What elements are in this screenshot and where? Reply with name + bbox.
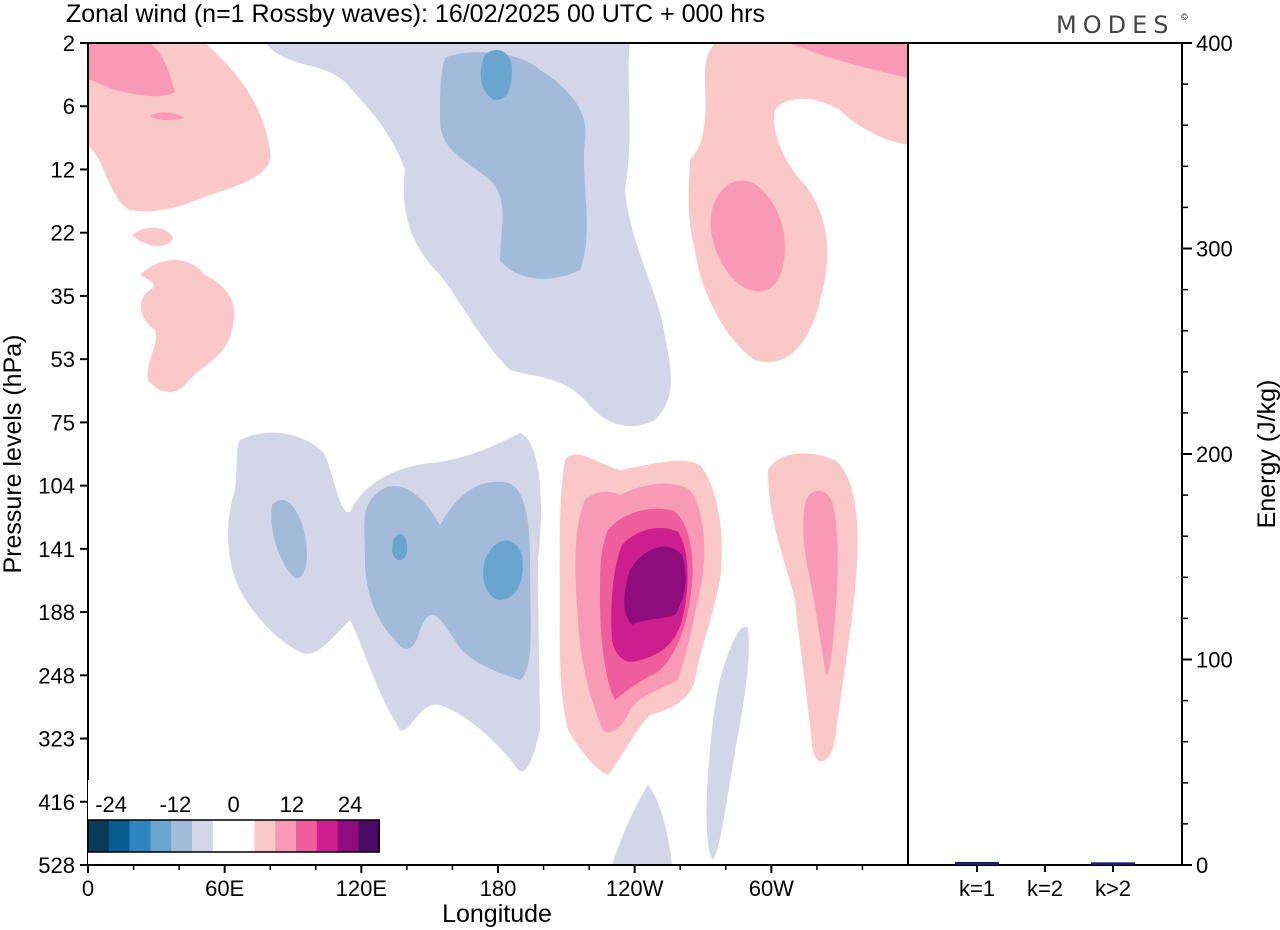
colorbar-swatch — [254, 820, 276, 852]
colorbar-label: -24 — [95, 792, 127, 817]
y-tick-label: 75 — [51, 410, 75, 435]
contour-pos-12-topright — [790, 43, 908, 78]
contour-pos-6-mid — [140, 260, 235, 392]
y-tick-label: 53 — [51, 347, 75, 372]
modes-logo: MODES — [1056, 11, 1174, 39]
contour-pos-12-upperright — [710, 180, 786, 292]
colorbar-swatch — [337, 820, 359, 852]
contour-neg-18-upper — [480, 50, 512, 100]
contour-pos-30-lowercenter — [624, 546, 686, 625]
contour-pos-6-small — [132, 227, 173, 246]
y-tick-label: 35 — [51, 284, 75, 309]
energy-tick-label: 400 — [1196, 31, 1233, 56]
logo-mark: © — [1181, 12, 1188, 22]
colorbar-swatch — [316, 820, 338, 852]
y-tick-label: 248 — [38, 663, 75, 688]
y-axis-ticks: 2 6 12 22 35 53 75 104 141 188 248 323 416 528 — [38, 31, 88, 878]
contour-neg-6-streak-a — [706, 626, 749, 860]
x-tick-label: 120W — [606, 876, 664, 901]
contour-neg-12-upper — [440, 52, 587, 279]
chart-title: Zonal wind (n=1 Rossby waves): 16/02/202… — [66, 0, 765, 28]
colorbar-swatch — [275, 820, 297, 852]
colorbar-swatch — [108, 820, 130, 852]
colorbar-swatch — [150, 820, 172, 852]
energy-bars: k=1 k=2 k>2 — [955, 861, 1135, 901]
energy-bar-k=1 — [955, 861, 999, 865]
contour-neg-6-streak-b — [612, 785, 672, 865]
contour-neg-18-lower-a — [392, 533, 408, 561]
y-tick-label: 6 — [63, 94, 75, 119]
contour-pos-12-blob — [150, 112, 185, 121]
colorbar-swatch — [358, 820, 380, 852]
y-tick-label: 12 — [51, 157, 75, 182]
energy-tick-label: 200 — [1196, 442, 1233, 467]
colorbar-swatch — [192, 820, 214, 852]
colorbar-swatch — [88, 820, 110, 852]
colorbar-swatch — [129, 820, 151, 852]
energy-axis-label: Energy (J/kg) — [1253, 380, 1280, 529]
energy-category-label: k=2 — [1027, 876, 1063, 901]
colorbar-label: 24 — [338, 792, 362, 817]
colorbar-swatch — [233, 820, 255, 852]
colorbar: -24 -12 0 12 24 — [87, 780, 380, 864]
energy-tick-label: 300 — [1196, 237, 1233, 262]
energy-category-label: k>2 — [1095, 876, 1131, 901]
y-tick-label: 528 — [38, 853, 75, 878]
contour-field — [88, 43, 908, 865]
energy-tick-label: 0 — [1196, 853, 1208, 878]
contour-neg-12-lower-b — [364, 481, 531, 680]
energy-bar-k>2 — [1091, 862, 1135, 865]
x-axis-label: Longitude — [442, 900, 552, 928]
colorbar-swatch — [212, 820, 234, 852]
x-tick-label: 60E — [205, 876, 244, 901]
y-tick-label: 2 — [63, 31, 75, 56]
x-tick-label: 120E — [336, 876, 387, 901]
x-tick-label: 0 — [82, 876, 94, 901]
contour-pos-12-lowerright — [803, 490, 838, 676]
contour-neg-18-lower-b — [483, 540, 523, 600]
contour-neg-12-lower-a — [271, 499, 307, 579]
y-axis-label: Pressure levels (hPa) — [0, 335, 27, 574]
colorbar-frame — [87, 819, 380, 853]
colorbar-label: 12 — [280, 792, 304, 817]
y-tick-label: 22 — [51, 221, 75, 246]
y-tick-label: 141 — [38, 537, 75, 562]
x-tick-label: 180 — [480, 876, 517, 901]
y-tick-label: 416 — [38, 790, 75, 815]
energy-category-label: k=1 — [959, 876, 995, 901]
y-tick-label: 188 — [38, 600, 75, 625]
energy-axis-ticks: 0 100 200 300 400 — [1182, 31, 1233, 878]
colorbar-swatch — [171, 820, 193, 852]
colorbar-label: 0 — [227, 792, 239, 817]
y-tick-label: 323 — [38, 727, 75, 752]
x-axis-ticks: 0 60E 120E 180 120W 60W — [82, 865, 864, 901]
colorbar-label: -12 — [159, 792, 191, 817]
contour-pos-12-upperleft — [88, 43, 175, 97]
energy-tick-label: 100 — [1196, 648, 1233, 673]
y-tick-label: 104 — [38, 474, 75, 499]
x-tick-label: 60W — [749, 876, 794, 901]
colorbar-swatch — [296, 820, 318, 852]
